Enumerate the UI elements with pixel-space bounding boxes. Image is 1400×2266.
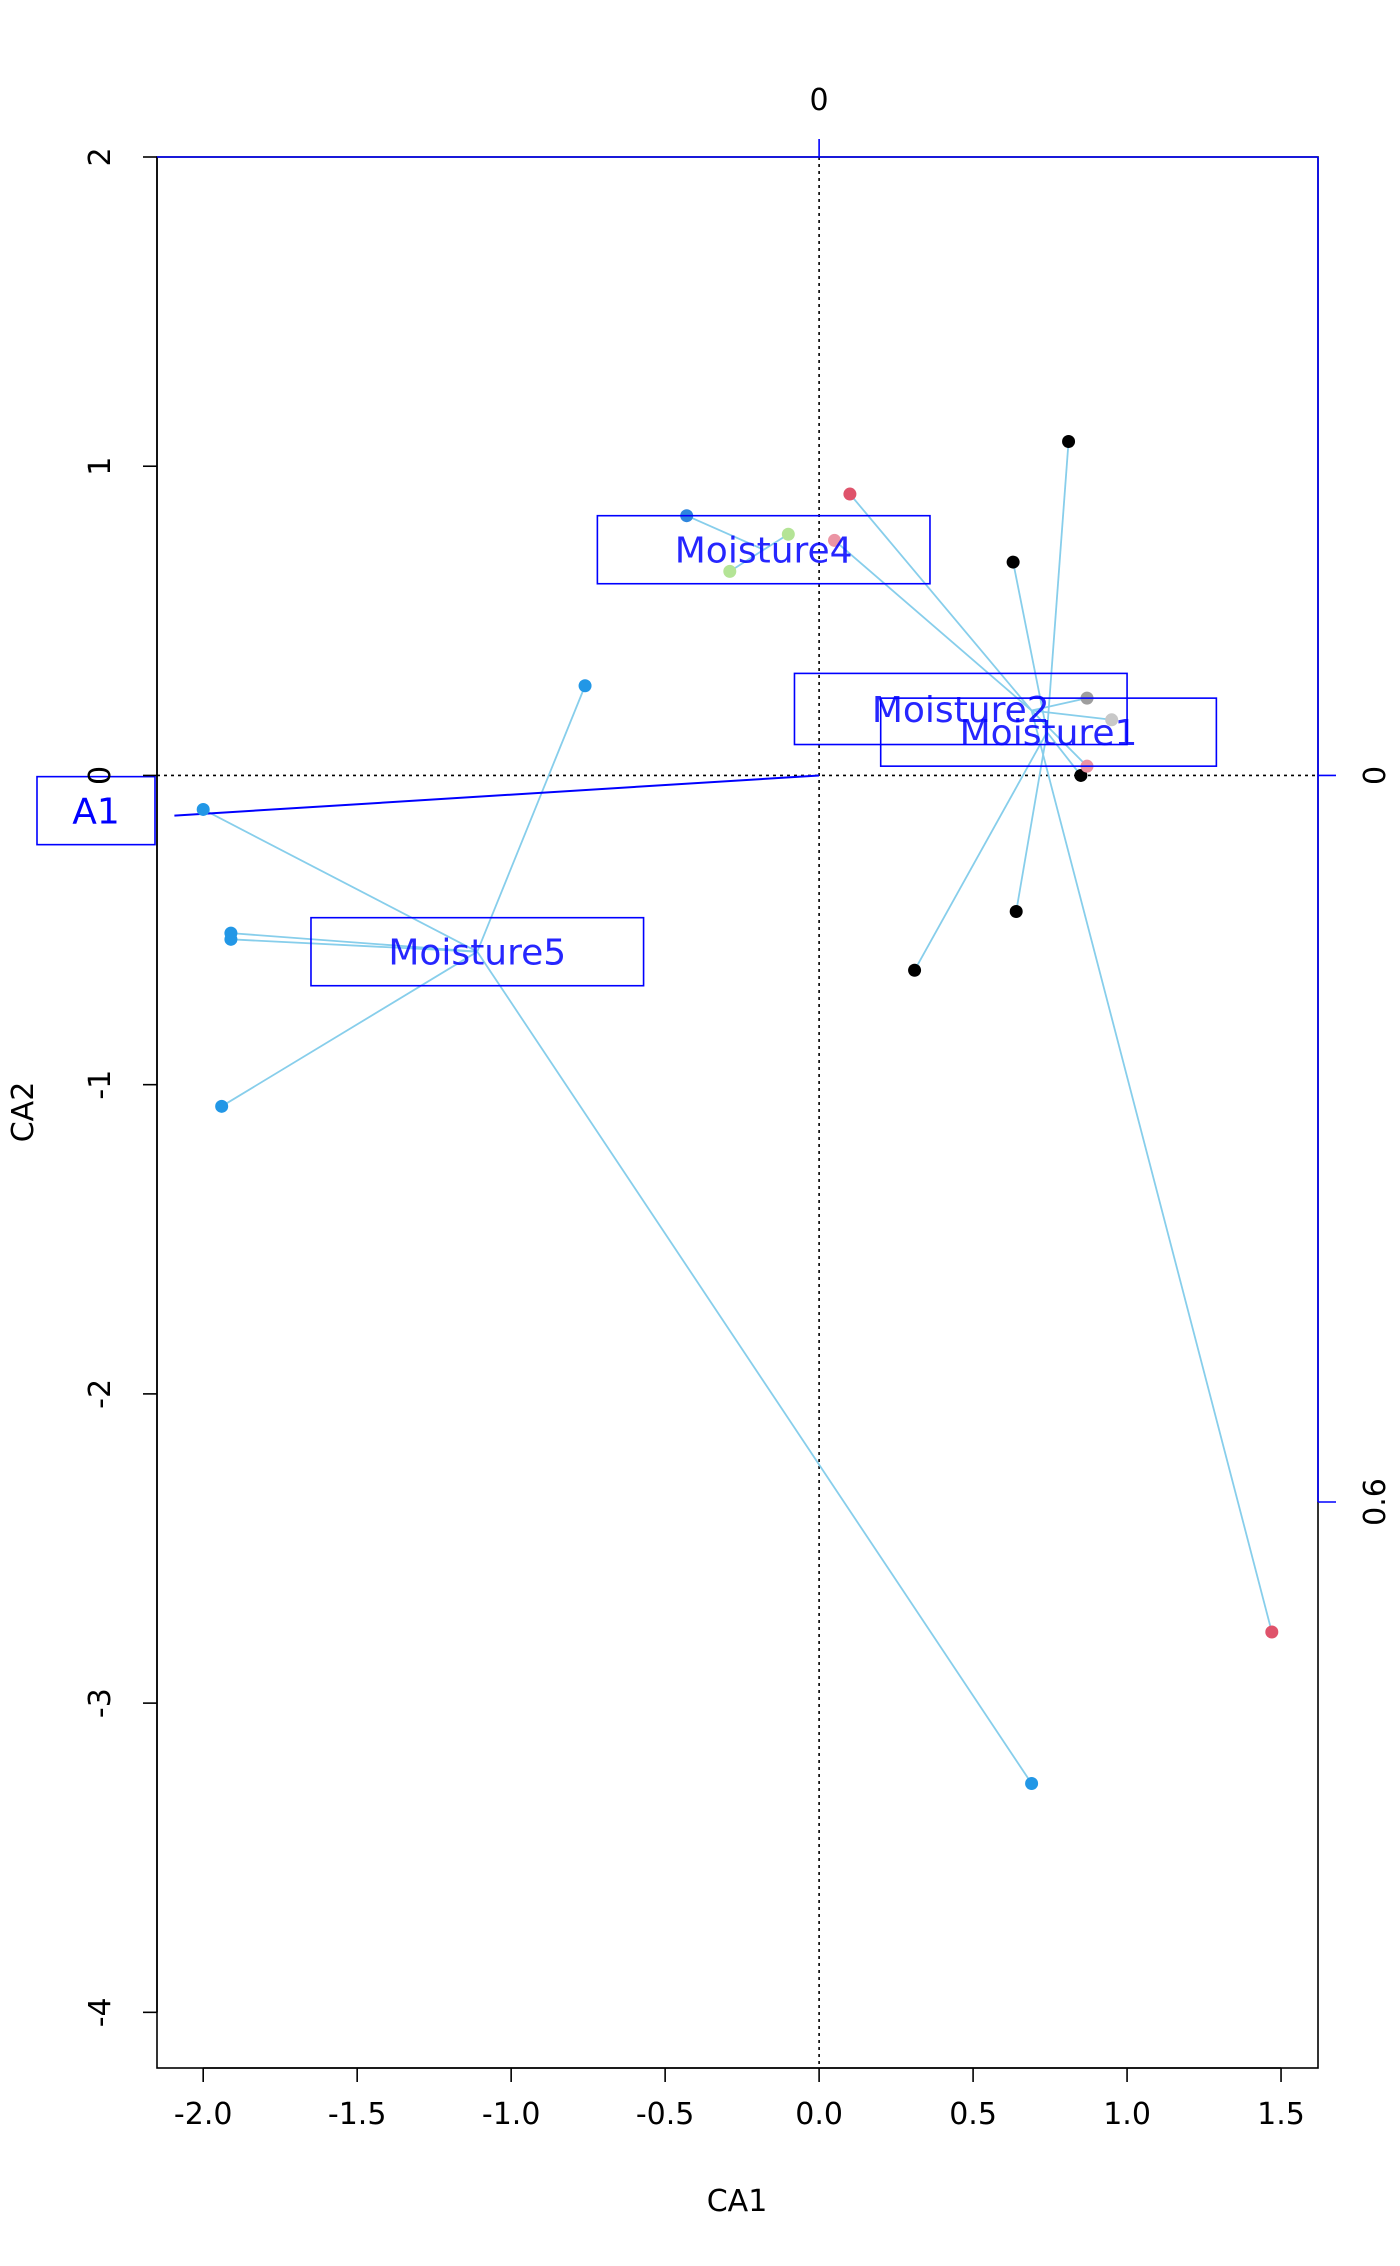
vector-label-box bbox=[36, 775, 156, 846]
group-label-box bbox=[879, 697, 1218, 767]
y-tick-label: 0 bbox=[83, 766, 118, 785]
x-tick-label: -1.0 bbox=[482, 2097, 541, 2132]
y-tick-label: -4 bbox=[83, 1997, 118, 2027]
x-tick-label: -0.5 bbox=[636, 2097, 695, 2132]
spider-line bbox=[849, 493, 1033, 712]
top-axis: 0 bbox=[157, 83, 1318, 158]
site-point bbox=[196, 802, 210, 816]
spider-line bbox=[1030, 710, 1273, 1633]
site-point bbox=[1009, 905, 1023, 919]
spider-line bbox=[221, 950, 478, 1108]
y-axis-title: CA2 bbox=[6, 1082, 41, 1143]
spider-line bbox=[1031, 697, 1088, 712]
group-label-box bbox=[310, 916, 645, 987]
spider-line bbox=[729, 548, 765, 573]
spider-line bbox=[476, 685, 586, 953]
site-point bbox=[1265, 1625, 1279, 1639]
group-label: Moisture2 bbox=[872, 690, 1050, 731]
spider-line bbox=[230, 938, 478, 953]
site-point bbox=[215, 1099, 229, 1113]
spider-line bbox=[230, 932, 478, 953]
group-label: Moisture5 bbox=[388, 933, 566, 974]
x-tick-label: 0.0 bbox=[795, 2097, 843, 2132]
y-tick-label: 2 bbox=[83, 147, 118, 166]
site-point bbox=[828, 533, 842, 547]
site-point bbox=[1074, 768, 1088, 782]
spider-line bbox=[1015, 732, 1048, 912]
spider-line bbox=[1030, 709, 1088, 767]
site-point bbox=[1105, 713, 1119, 727]
x-tick-label: 1.0 bbox=[1103, 2097, 1151, 2132]
x-tick-label: 1.5 bbox=[1257, 2097, 1305, 2132]
spider-line bbox=[1046, 731, 1082, 777]
site-point bbox=[843, 487, 857, 501]
site-point bbox=[781, 527, 795, 541]
y-tick-label: -3 bbox=[83, 1688, 118, 1718]
right-tick-label: 0.6 bbox=[1358, 1478, 1393, 1526]
group-label-box bbox=[596, 514, 931, 585]
x-tick-label: 0.5 bbox=[949, 2097, 997, 2132]
spider-line bbox=[686, 514, 765, 551]
spider-line bbox=[833, 539, 1033, 712]
x-axis-title: CA1 bbox=[707, 2184, 768, 2219]
right-axis: 00.6 bbox=[1317, 157, 1393, 1526]
spider-line bbox=[476, 951, 1033, 1785]
site-point bbox=[1025, 1777, 1039, 1791]
vector-arrows: A1 bbox=[36, 774, 820, 846]
vector-arrow bbox=[174, 774, 820, 817]
top-tick-label: 0 bbox=[810, 83, 829, 118]
right-tick-label: 0 bbox=[1358, 766, 1393, 785]
spider-line bbox=[913, 731, 1048, 971]
group-label-box bbox=[793, 672, 1128, 746]
zero-reference-lines bbox=[157, 157, 1318, 2068]
group-label: Moisture4 bbox=[675, 531, 853, 572]
x-tick-label: -2.0 bbox=[174, 2097, 233, 2132]
group-label: Moisture1 bbox=[960, 713, 1138, 754]
x-tick-label: -1.5 bbox=[328, 2097, 387, 2132]
site-point bbox=[723, 564, 737, 578]
vector-label: A1 bbox=[72, 792, 120, 833]
x-axis: -2.0 -1.5 -1.0 -0.5 0.0 0.5 1.0 1.5 bbox=[174, 2067, 1305, 2132]
site-point bbox=[578, 679, 592, 693]
y-tick-label: -1 bbox=[83, 1070, 118, 1100]
y-axis: 2 1 0 -1 -2 -3 -4 bbox=[83, 147, 158, 2027]
spider-line bbox=[1012, 561, 1048, 733]
site-points bbox=[196, 434, 1279, 1791]
y-tick-label: -2 bbox=[83, 1379, 118, 1409]
site-point bbox=[1062, 434, 1076, 448]
spider-line bbox=[1046, 441, 1070, 733]
site-point bbox=[1006, 555, 1020, 569]
site-point bbox=[908, 963, 922, 977]
spider-lines bbox=[202, 441, 1273, 1785]
spider-line bbox=[202, 808, 478, 953]
site-point bbox=[224, 932, 238, 946]
y-tick-label: 1 bbox=[83, 457, 118, 476]
spider-line bbox=[1031, 709, 1112, 721]
